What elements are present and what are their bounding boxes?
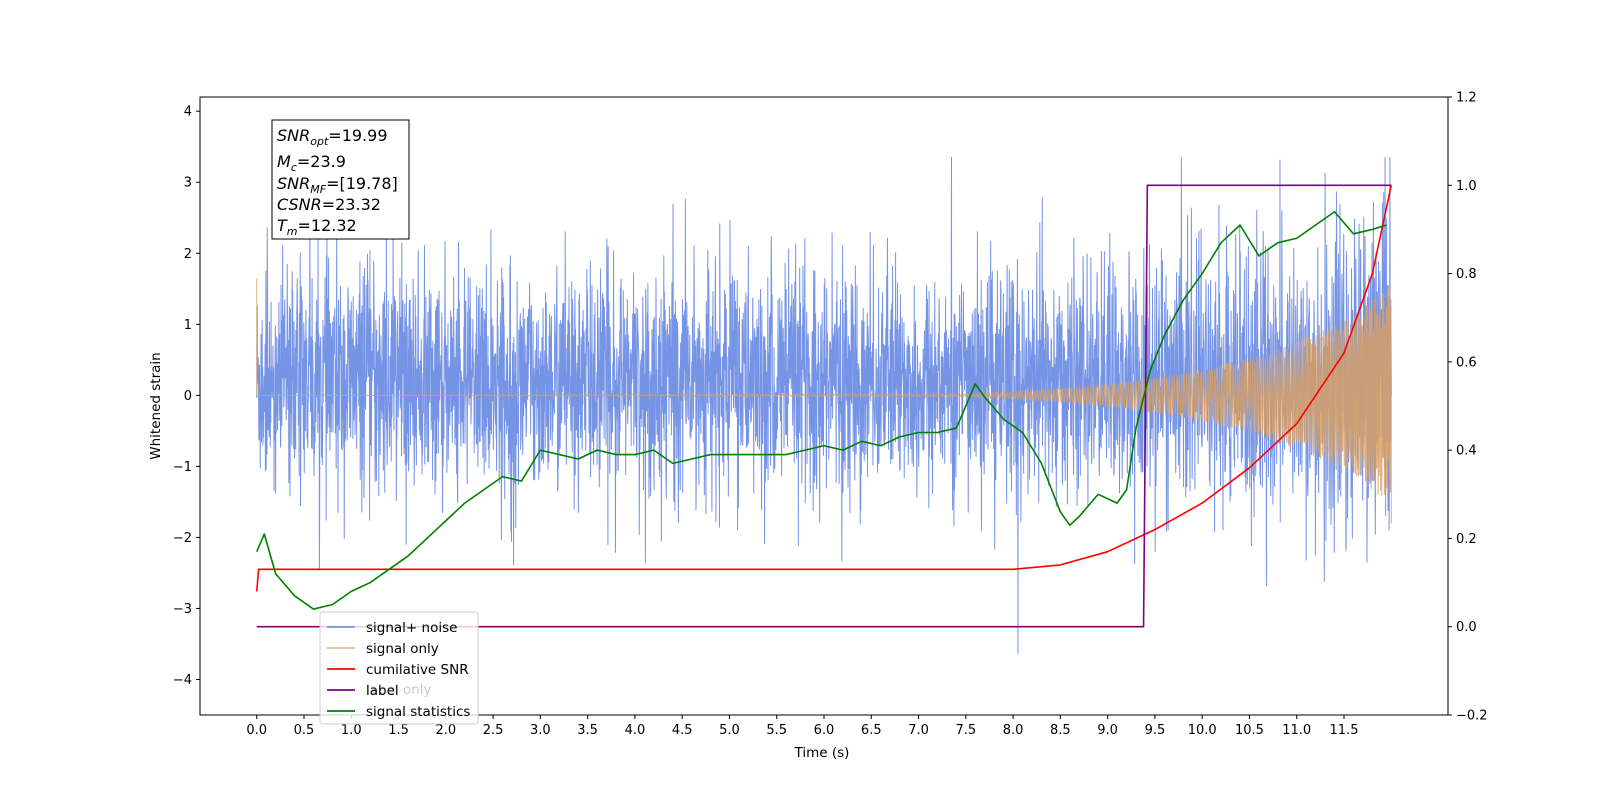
x-tick-label: 8.5 [1050, 723, 1071, 738]
legend-label: signal+ noise [366, 620, 457, 636]
y-tick-label: 2 [184, 247, 192, 262]
y-axis-right: 1.2 1.0 0.8 0.6 0.4 0.2 0.0 −0.2 [1448, 91, 1488, 724]
x-tick-label: 6.0 [814, 723, 835, 738]
y2-tick-label: 0.4 [1456, 444, 1477, 459]
annotation-box: SNRopt=19.99 Mc=23.9 SNRMF=[19.78] CSNR=… [271, 119, 410, 240]
legend-label: label [366, 683, 399, 699]
x-tick-label: 5.5 [766, 723, 787, 738]
series-signal-noise [256, 156, 1392, 654]
y2-tick-label: 1.0 [1456, 179, 1477, 194]
x-axis-title: Time (s) [794, 745, 850, 761]
y-tick-label: −2 [173, 531, 192, 546]
y-tick-label: 1 [184, 318, 192, 333]
x-tick-label: 2.5 [483, 723, 504, 738]
annotation-tm: Tm=12.32 [277, 216, 357, 238]
x-tick-label: 11.5 [1330, 723, 1359, 738]
annotation-snr-mf: SNRMF=[19.78] [277, 174, 398, 196]
y-axis-title: Whitened strain [148, 352, 164, 459]
x-tick-label: 7.0 [908, 723, 929, 738]
x-tick-label: 3.0 [530, 723, 551, 738]
x-axis: 0.0 0.5 1.0 1.5 2.0 2.5 3.0 3.5 4.0 4.5 5.0 5.5 6.0 6… [246, 715, 1358, 738]
y-tick-label: 3 [184, 176, 192, 191]
x-tick-label: 10.5 [1235, 723, 1264, 738]
y2-tick-label: 0.6 [1456, 355, 1477, 370]
x-tick-label: 4.5 [672, 723, 693, 738]
x-tick-label: 2.0 [435, 723, 456, 738]
y2-tick-label: −0.2 [1456, 709, 1488, 724]
signal-noise-line [256, 156, 1392, 654]
x-tick-label: 1.5 [388, 723, 409, 738]
y-tick-label: −1 [173, 460, 192, 475]
y2-tick-label: 0.2 [1456, 532, 1477, 547]
x-tick-label: 1.0 [341, 723, 362, 738]
x-tick-label: 8.0 [1003, 723, 1024, 738]
legend-label: cumilative SNR [366, 662, 469, 678]
y-axis-left: 4 3 2 1 0 −1 −2 −3 −4 [173, 105, 200, 688]
y-tick-label: −3 [173, 602, 192, 617]
annotation-mc: Mc=23.9 [277, 152, 346, 174]
y2-tick-label: 1.2 [1456, 91, 1477, 106]
series-signal-only [256, 278, 1392, 524]
legend-label: signal only [366, 641, 439, 657]
y-tick-label: −4 [173, 673, 192, 688]
x-tick-label: 7.5 [955, 723, 976, 738]
series-line-cumilative-snr [255, 185, 1393, 592]
legend-bleed-text: label only [366, 682, 432, 698]
series-line-signal-statistics [255, 210, 1387, 610]
right-axis-series [255, 184, 1393, 628]
y2-tick-label: 0.8 [1456, 267, 1477, 282]
y-tick-label: 0 [184, 389, 192, 404]
x-tick-label: 4.0 [625, 723, 646, 738]
x-tick-label: 0.5 [294, 723, 315, 738]
x-tick-label: 3.5 [577, 723, 598, 738]
x-tick-label: 0.0 [246, 723, 267, 738]
x-tick-label: 10.0 [1188, 723, 1217, 738]
annotation-csnr: CSNR=23.32 [277, 195, 381, 214]
x-tick-label: 11.0 [1282, 723, 1311, 738]
legend-label: signal statistics [366, 704, 470, 720]
x-tick-label: 5.0 [719, 723, 740, 738]
x-tick-label: 9.0 [1097, 723, 1118, 738]
y2-tick-label: 0.0 [1456, 620, 1477, 635]
annotation-snr-opt: SNRopt=19.99 [277, 126, 388, 148]
series-line-label [256, 184, 1392, 628]
legend: label only signal+ noise signal only cumil… [319, 611, 479, 725]
y-tick-label: 4 [184, 105, 192, 120]
x-tick-label: 9.5 [1145, 723, 1166, 738]
signal-only-line [256, 278, 1392, 524]
x-tick-label: 6.5 [861, 723, 882, 738]
